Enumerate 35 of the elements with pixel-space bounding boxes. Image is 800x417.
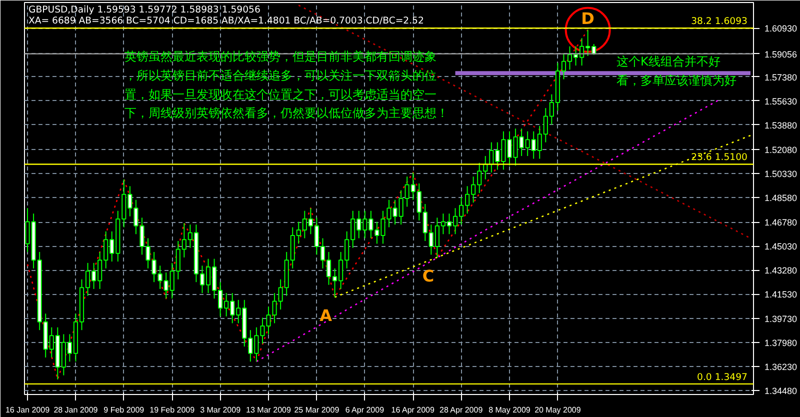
- x-tick-label: 19 Feb 2009: [150, 406, 196, 414]
- ref-line-label: 23.6 1.5100: [691, 152, 748, 164]
- x-tick-label: 13 Mar 2009: [246, 406, 292, 414]
- y-tick-label: 1.48580: [764, 192, 798, 203]
- annotation: 这个K线组合并不好看，多单应该谨慎为好: [616, 54, 736, 88]
- x-tick-label: 16 Apr 2009: [391, 406, 436, 414]
- y-tick-label: 1.50330: [764, 168, 798, 179]
- y-tick-label: 1.45030: [764, 242, 798, 252]
- x-tick-label: 28 Apr 2009: [440, 406, 484, 414]
- y-tick-label: 1.53880: [764, 120, 798, 130]
- y-tick-label: 1.52080: [764, 144, 798, 155]
- x-tick-label: 6 Apr 2009: [345, 406, 385, 414]
- ref-line-label: 38.2 1.6093: [691, 16, 748, 28]
- x-tick-label: 16 Jan 2009: [5, 406, 50, 414]
- y-tick-label: 1.46780: [764, 218, 798, 228]
- x-tick-label: 9 Feb 2009: [104, 406, 145, 414]
- x-tick-label: 8 May 2009: [488, 406, 531, 414]
- y-tick-label: 1.41530: [764, 290, 798, 300]
- y-tick-label: 1.59056: [764, 49, 798, 60]
- y-tick-label: 1.55630: [764, 96, 798, 106]
- y-tick-label: 1.39730: [764, 314, 798, 324]
- data-label: C: [422, 266, 434, 286]
- x-tick-label: 20 May 2009: [534, 406, 582, 414]
- data-label: D: [581, 8, 594, 28]
- x-tick-label: 3 Mar 2009: [200, 406, 242, 414]
- ref-line-label: 0.0 1.3497: [697, 372, 748, 383]
- y-tick-label: 1.43280: [764, 266, 798, 276]
- y-tick-label: 1.36230: [764, 362, 798, 372]
- y-tick-label: 1.37980: [764, 338, 798, 348]
- y-tick-label: 1.60930: [764, 24, 798, 34]
- x-tick-label: 28 Jan 2009: [54, 406, 98, 414]
- x-tick-label: 25 Mar 2009: [294, 406, 340, 414]
- chart-title: GBPUSD,Daily 1.59593 1.59772 1.58983 1.59056: [28, 4, 260, 16]
- y-tick-label: 1.34480: [764, 386, 798, 396]
- y-tick-label: 1.57380: [764, 72, 798, 82]
